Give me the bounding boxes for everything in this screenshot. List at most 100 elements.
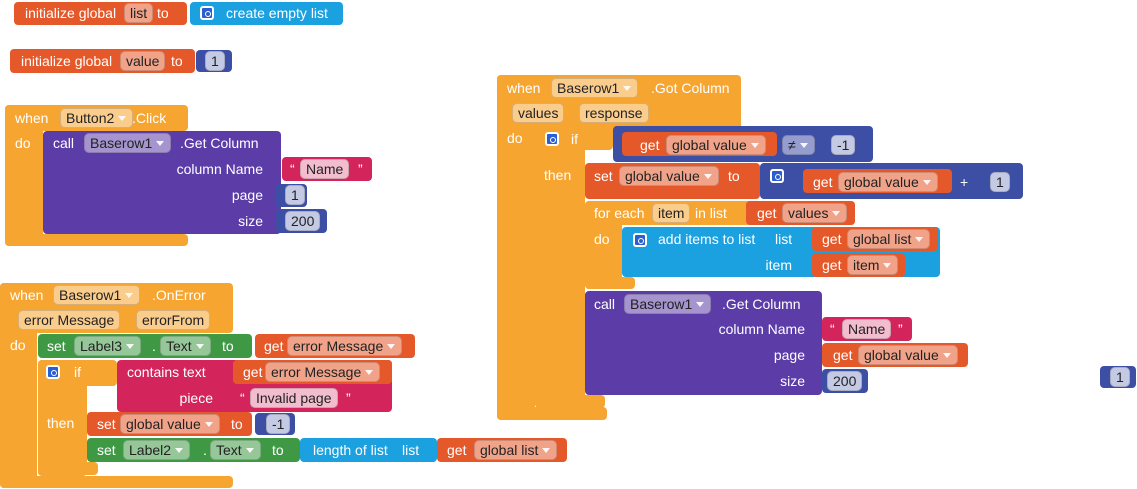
dropdown-field[interactable]: error Message [265,362,381,382]
dropdown-field[interactable]: Baserow1 [624,294,712,314]
dropdown-field[interactable]: Label2 [123,440,191,460]
block-label: ” [358,161,363,177]
value-field[interactable]: Name [842,319,892,339]
block-label: .Get Column [180,135,259,151]
value-field[interactable]: 1 [990,172,1010,192]
block-shape[interactable] [585,201,622,289]
block-label: do [15,135,31,151]
block-label: list [775,231,793,247]
dropdown-field[interactable]: error Message [287,336,403,356]
block-shape[interactable] [5,105,43,246]
block-label: + [960,174,969,190]
dropdown-field[interactable]: ≠ [782,135,815,155]
dropdown-field[interactable]: global value [666,135,766,155]
block-label: to [728,168,740,184]
block-label: then [544,167,572,183]
block-shape[interactable] [87,438,300,462]
block-label: to [231,416,243,432]
block-label: get [264,338,284,354]
dropdown-field[interactable]: Text [210,440,261,460]
block-label: initialize global [25,5,117,21]
block-label: set [47,338,66,354]
block-shape[interactable] [38,334,252,358]
block-label: ” [898,321,903,337]
dropdown-field[interactable]: Baserow1 [84,133,172,153]
block-label: .Click [132,110,167,126]
dropdown-field[interactable]: global value [858,345,958,365]
block-shape[interactable] [585,163,760,199]
dropdown-field[interactable]: global value [838,172,938,192]
dropdown-field[interactable]: Text [160,336,211,356]
dropdown-field[interactable]: Button2 [60,108,134,128]
variable-field[interactable]: response [579,103,649,123]
block-shape[interactable] [87,412,252,436]
block-shape[interactable] [585,291,822,395]
input-label: page [231,187,263,203]
block-shape[interactable] [300,438,437,462]
block-shape[interactable] [585,277,635,289]
value-field[interactable]: -1 [266,414,291,434]
value-field[interactable]: 200 [285,211,321,231]
block-shape[interactable] [497,407,607,420]
block-label: “ [240,390,245,406]
block-label: call [594,296,616,312]
variable-field[interactable]: values [512,103,565,123]
dropdown-field[interactable]: item [847,255,899,275]
input-label: page [773,347,805,363]
block-label: when [507,80,541,96]
value-field[interactable]: Name [300,159,350,179]
variable-field[interactable]: list [124,3,154,23]
block-shape[interactable] [5,234,188,246]
input-label: item [765,257,792,273]
dropdown-field[interactable]: Label3 [74,336,142,356]
variable-field[interactable]: value [120,51,166,71]
block-label: then [47,415,75,431]
value-field[interactable]: 1 [285,185,305,205]
block-shape[interactable] [38,360,87,476]
value-field[interactable]: 1 [1110,367,1130,387]
block-shape[interactable] [43,131,281,234]
mutator-icon[interactable] [633,233,647,247]
dropdown-field[interactable]: global list [474,440,558,460]
block-label: to [222,338,234,354]
block-label: get [833,347,853,363]
value-field[interactable]: 1 [205,51,225,71]
block-label: get [640,137,660,153]
block-shape[interactable] [535,395,605,408]
block-shape[interactable] [497,75,535,420]
mutator-icon[interactable] [46,365,60,379]
block-shape[interactable] [535,126,585,408]
mutator-icon[interactable] [200,6,214,20]
mutator-icon[interactable] [545,132,559,146]
block-label: when [10,287,44,303]
block-label: for each [594,205,645,221]
block-label: get [757,205,777,221]
variable-field[interactable]: error Message [18,310,121,330]
block-label: . [203,442,207,458]
mutator-icon[interactable] [770,169,784,183]
block-shape[interactable] [0,476,233,488]
dropdown-field[interactable]: global list [847,229,931,249]
block-shape[interactable] [14,2,187,25]
block-shape[interactable] [38,462,98,475]
input-label: size [780,373,805,389]
block-label: set [594,168,613,184]
block-shape[interactable] [0,283,233,333]
value-field[interactable]: Invalid page [250,388,338,408]
block-label: .Got Column [651,80,730,96]
dropdown-field[interactable]: values [782,203,848,223]
dropdown-field[interactable]: Baserow1 [53,285,141,305]
dropdown-field[interactable]: Baserow1 [551,78,639,98]
variable-field[interactable]: errorFrom [136,310,211,330]
block-shape[interactable] [190,2,343,25]
block-label: list [402,442,420,458]
dropdown-field[interactable]: global value [619,166,719,186]
value-field[interactable]: 200 [827,371,863,391]
dropdown-field[interactable]: global value [120,414,220,434]
value-field[interactable]: -1 [831,135,856,155]
variable-field[interactable]: item [652,203,691,223]
block-label: length of list [313,442,388,458]
block-shape[interactable] [0,283,37,488]
input-label: column Name [718,321,805,337]
block-label: do [10,337,26,353]
